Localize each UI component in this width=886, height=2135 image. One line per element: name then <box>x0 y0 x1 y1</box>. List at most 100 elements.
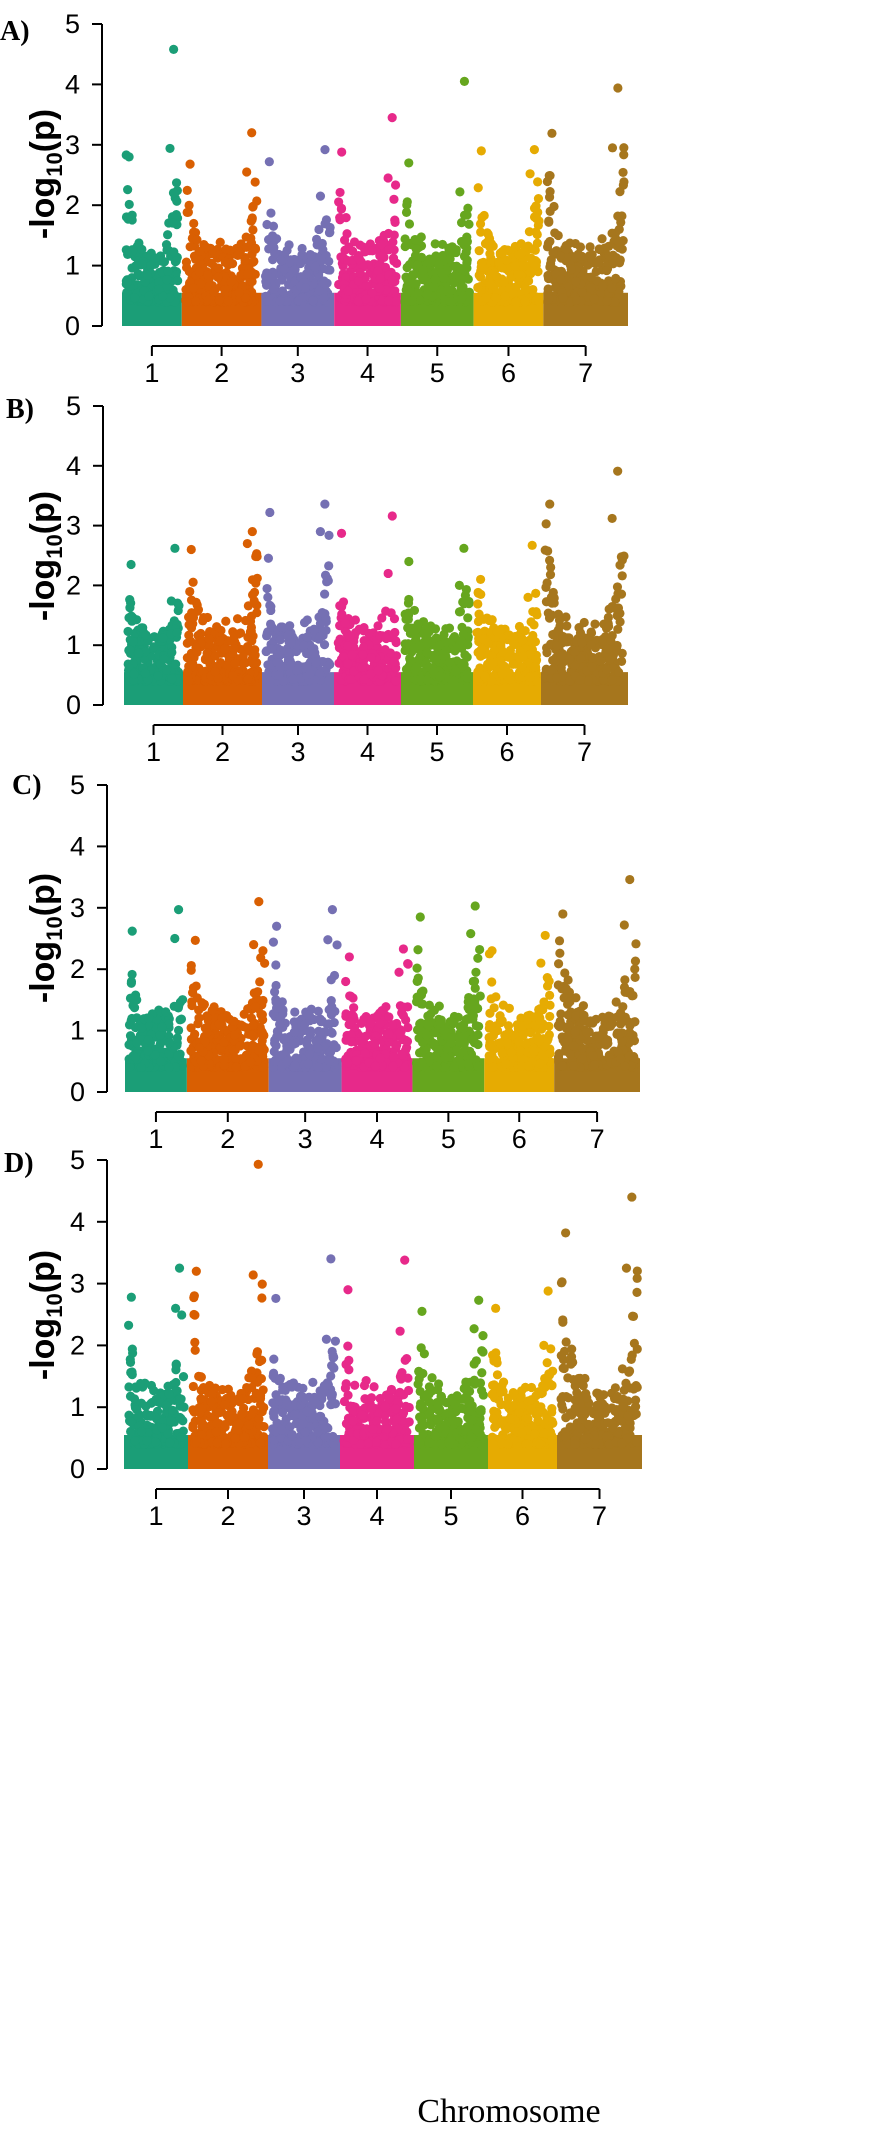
snp-point <box>239 658 249 668</box>
snp-point <box>389 657 399 667</box>
snp-point <box>422 289 432 300</box>
snp-point <box>283 630 293 641</box>
peak-point <box>404 158 414 168</box>
snp-point <box>221 616 231 626</box>
snp-point <box>167 647 177 657</box>
snp-point <box>520 626 530 636</box>
snp-point <box>604 251 614 261</box>
snp-point <box>188 983 199 993</box>
snp-point <box>497 1048 507 1058</box>
snp-point <box>551 673 562 683</box>
snp-point <box>219 644 230 654</box>
peak-point <box>525 169 535 179</box>
snp-point <box>323 576 333 586</box>
snp-point <box>409 643 419 653</box>
snp-point <box>230 1030 240 1040</box>
x-tick-label: 5 <box>430 358 445 388</box>
snp-point <box>248 1020 258 1031</box>
snp-point <box>173 276 183 286</box>
snp-point <box>201 242 211 252</box>
snp-point <box>274 1019 285 1029</box>
peak-point <box>249 940 259 950</box>
peak-point <box>315 526 325 537</box>
snp-point <box>531 201 541 211</box>
peak-point <box>398 944 409 954</box>
snp-point <box>553 230 563 241</box>
peak-point <box>127 926 137 936</box>
snp-point <box>535 1015 545 1025</box>
snp-point <box>290 1007 300 1017</box>
peak-point <box>170 933 180 944</box>
snp-point <box>404 260 415 270</box>
y-tick-label: 2 <box>65 190 80 220</box>
snp-point <box>184 200 194 210</box>
peak-point <box>415 912 425 922</box>
snp-point <box>456 635 466 646</box>
snp-point <box>404 219 415 229</box>
snp-point <box>297 243 307 254</box>
snp-point <box>153 671 163 681</box>
snp-point <box>203 270 213 280</box>
snp-point <box>549 598 559 608</box>
snp-point <box>260 958 270 968</box>
snp-point <box>243 674 253 684</box>
peak-point <box>607 143 618 153</box>
snp-point <box>577 638 587 648</box>
snp-point <box>194 267 204 277</box>
snp-point <box>526 617 536 627</box>
snp-point <box>470 996 480 1006</box>
snp-point <box>171 659 181 669</box>
snp-point <box>258 946 268 956</box>
snp-point <box>554 1049 564 1059</box>
snp-point <box>304 1010 314 1020</box>
snp-point <box>313 1006 323 1016</box>
chromosome-5-points <box>400 543 474 705</box>
snp-point <box>346 674 356 685</box>
y-tick-label: 4 <box>65 69 80 99</box>
snp-point <box>602 296 612 306</box>
chromosome-5-points <box>411 901 485 1092</box>
snp-point <box>164 1062 174 1073</box>
snp-point <box>613 603 624 613</box>
y-tick-label: 1 <box>66 630 81 660</box>
snp-point <box>186 960 196 971</box>
snp-point <box>185 586 195 597</box>
chromosome-4-points <box>333 511 402 705</box>
y-axis-label: -log10(p) <box>24 109 67 239</box>
peak-point <box>387 113 397 123</box>
snp-point <box>494 257 504 267</box>
snp-point <box>375 273 385 284</box>
snp-point <box>275 296 285 306</box>
snp-point <box>391 637 401 648</box>
snp-point <box>136 1062 146 1073</box>
snp-point <box>190 1029 200 1039</box>
snp-point <box>462 673 472 683</box>
snp-point <box>163 230 173 240</box>
snp-point <box>295 258 306 269</box>
snp-point <box>387 275 397 285</box>
snp-point <box>253 987 263 997</box>
snp-point <box>455 607 465 617</box>
snp-point <box>266 619 276 629</box>
peak-point <box>394 967 404 977</box>
peak-point <box>527 540 537 550</box>
snp-point <box>156 1056 166 1066</box>
snp-point <box>459 599 469 609</box>
snp-point <box>611 235 622 245</box>
snp-point <box>530 661 540 672</box>
snp-point <box>324 561 334 571</box>
snp-point <box>184 266 194 277</box>
snp-point <box>223 296 233 306</box>
snp-point <box>213 263 224 273</box>
snp-point <box>210 651 220 661</box>
snp-point <box>341 976 351 987</box>
chromosome-7-points <box>542 83 629 326</box>
snp-point <box>269 284 279 294</box>
snp-point <box>373 665 383 676</box>
snp-point <box>492 627 502 637</box>
snp-point <box>518 651 528 661</box>
snp-point <box>162 275 172 285</box>
snp-point <box>191 642 201 652</box>
snp-point <box>389 194 399 204</box>
